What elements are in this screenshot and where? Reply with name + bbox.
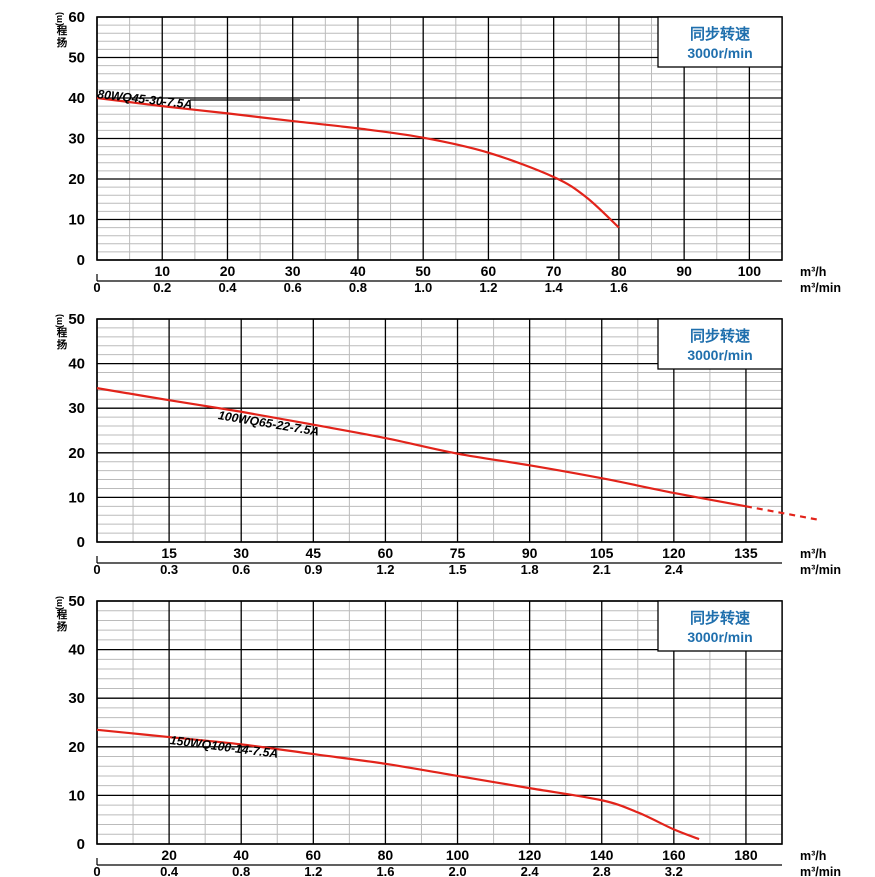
svg-text:60: 60 xyxy=(378,545,394,561)
svg-text:100: 100 xyxy=(446,847,470,863)
svg-text:m³/h: m³/h xyxy=(800,849,826,863)
svg-text:40: 40 xyxy=(68,356,85,373)
svg-text:10: 10 xyxy=(154,263,170,279)
svg-text:0.4: 0.4 xyxy=(218,280,237,293)
svg-text:60: 60 xyxy=(481,263,497,279)
svg-text:m³/h: m³/h xyxy=(800,265,826,279)
svg-text:50: 50 xyxy=(68,50,85,67)
svg-text:0: 0 xyxy=(93,864,100,877)
svg-text:30: 30 xyxy=(68,690,85,707)
svg-text:3.2: 3.2 xyxy=(665,864,683,877)
svg-text:1.2: 1.2 xyxy=(304,864,322,877)
svg-text:0: 0 xyxy=(77,836,85,853)
svg-text:1.8: 1.8 xyxy=(521,562,539,575)
svg-text:10: 10 xyxy=(68,489,85,506)
svg-text:1.5: 1.5 xyxy=(448,562,466,575)
svg-text:0: 0 xyxy=(77,252,85,269)
svg-text:30: 30 xyxy=(68,131,85,148)
svg-text:1.0: 1.0 xyxy=(414,280,432,293)
svg-text:160: 160 xyxy=(662,847,686,863)
svg-text:0.3: 0.3 xyxy=(160,562,178,575)
svg-text:程: 程 xyxy=(57,326,68,339)
svg-text:(m): (m) xyxy=(54,12,64,26)
svg-text:90: 90 xyxy=(522,545,538,561)
svg-text:m³/h: m³/h xyxy=(800,547,826,561)
svg-text:40: 40 xyxy=(233,847,249,863)
svg-text:50: 50 xyxy=(415,263,431,279)
svg-text:90: 90 xyxy=(676,263,692,279)
svg-text:60: 60 xyxy=(68,9,85,26)
svg-text:15: 15 xyxy=(161,545,177,561)
svg-text:105: 105 xyxy=(590,545,614,561)
svg-text:0: 0 xyxy=(93,562,100,575)
svg-text:180: 180 xyxy=(734,847,758,863)
svg-text:20: 20 xyxy=(161,847,177,863)
svg-text:120: 120 xyxy=(518,847,542,863)
svg-text:40: 40 xyxy=(68,642,85,659)
svg-text:10: 10 xyxy=(68,787,85,804)
svg-text:m³/min: m³/min xyxy=(800,865,841,877)
svg-text:75: 75 xyxy=(450,545,466,561)
svg-text:0.4: 0.4 xyxy=(160,864,179,877)
svg-text:30: 30 xyxy=(68,400,85,417)
svg-text:0.6: 0.6 xyxy=(284,280,302,293)
svg-text:20: 20 xyxy=(68,171,85,188)
svg-text:程: 程 xyxy=(57,608,68,621)
svg-text:同步转速: 同步转速 xyxy=(690,327,750,345)
svg-text:40: 40 xyxy=(350,263,366,279)
svg-text:0.9: 0.9 xyxy=(304,562,322,575)
svg-text:1.2: 1.2 xyxy=(376,562,394,575)
svg-text:0.2: 0.2 xyxy=(153,280,171,293)
svg-text:40: 40 xyxy=(68,90,85,107)
svg-text:1.2: 1.2 xyxy=(479,280,497,293)
svg-text:2.0: 2.0 xyxy=(448,864,466,877)
svg-text:120: 120 xyxy=(662,545,686,561)
svg-text:1.4: 1.4 xyxy=(545,280,564,293)
svg-text:0: 0 xyxy=(77,534,85,551)
svg-text:80: 80 xyxy=(378,847,394,863)
svg-text:50: 50 xyxy=(68,593,85,610)
svg-text:1.6: 1.6 xyxy=(610,280,628,293)
svg-text:30: 30 xyxy=(233,545,249,561)
svg-text:2.4: 2.4 xyxy=(665,562,684,575)
svg-text:2.8: 2.8 xyxy=(593,864,611,877)
svg-text:80: 80 xyxy=(611,263,627,279)
svg-text:30: 30 xyxy=(285,263,301,279)
svg-text:135: 135 xyxy=(734,545,758,561)
svg-text:1.6: 1.6 xyxy=(376,864,394,877)
svg-text:10: 10 xyxy=(68,212,85,229)
svg-text:同步转速: 同步转速 xyxy=(690,609,750,627)
svg-text:100: 100 xyxy=(738,263,762,279)
svg-text:50: 50 xyxy=(68,311,85,328)
svg-text:3000r/min: 3000r/min xyxy=(687,629,752,645)
svg-text:2.1: 2.1 xyxy=(593,562,611,575)
svg-text:140: 140 xyxy=(590,847,614,863)
svg-text:m³/min: m³/min xyxy=(800,281,841,293)
svg-text:扬: 扬 xyxy=(57,620,68,633)
svg-text:(m): (m) xyxy=(54,596,64,610)
svg-text:扬: 扬 xyxy=(57,338,68,351)
svg-text:20: 20 xyxy=(68,445,85,462)
svg-text:20: 20 xyxy=(220,263,236,279)
svg-text:45: 45 xyxy=(306,545,322,561)
svg-text:3000r/min: 3000r/min xyxy=(687,45,752,61)
svg-text:0: 0 xyxy=(93,280,100,293)
svg-text:扬: 扬 xyxy=(57,36,68,49)
svg-text:3000r/min: 3000r/min xyxy=(687,347,752,363)
svg-text:同步转速: 同步转速 xyxy=(690,25,750,43)
svg-text:0.8: 0.8 xyxy=(232,864,250,877)
svg-text:程: 程 xyxy=(57,24,68,37)
svg-text:60: 60 xyxy=(306,847,322,863)
svg-text:0.6: 0.6 xyxy=(232,562,250,575)
svg-text:70: 70 xyxy=(546,263,562,279)
svg-text:0.8: 0.8 xyxy=(349,280,367,293)
svg-text:(m): (m) xyxy=(54,314,64,328)
svg-text:m³/min: m³/min xyxy=(800,563,841,575)
svg-text:20: 20 xyxy=(68,739,85,756)
svg-text:2.4: 2.4 xyxy=(521,864,540,877)
